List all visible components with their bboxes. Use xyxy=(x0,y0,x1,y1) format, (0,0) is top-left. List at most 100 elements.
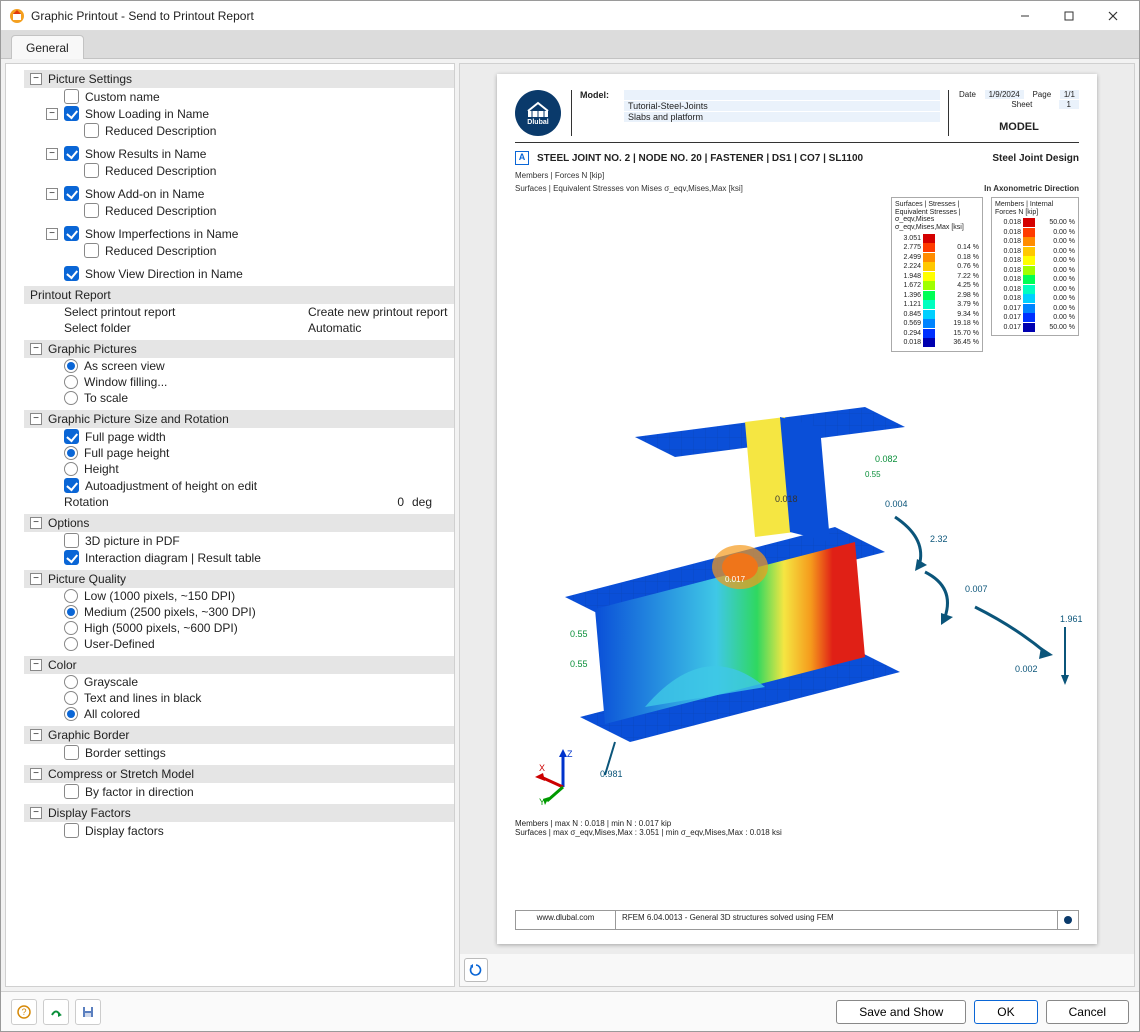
section-picture-settings[interactable]: − Picture Settings xyxy=(24,70,454,88)
section-label: Color xyxy=(48,658,77,672)
rad-high[interactable] xyxy=(64,621,78,635)
collapse-icon[interactable]: − xyxy=(46,228,58,240)
chk-show-results[interactable] xyxy=(64,146,79,161)
title-bar: Graphic Printout - Send to Printout Repo… xyxy=(1,1,1139,31)
chk-full-width[interactable] xyxy=(64,429,79,444)
section-title: A STEEL JOINT NO. 2 | NODE NO. 20 | FAST… xyxy=(515,151,1079,165)
preview-scroll[interactable]: Dlubal Model: Tutorial-Steel-Joints Slab… xyxy=(460,64,1134,954)
collapse-icon[interactable]: − xyxy=(30,729,42,741)
label: Rotation xyxy=(64,495,268,509)
rad-as-screen[interactable] xyxy=(64,359,78,373)
collapse-icon[interactable]: − xyxy=(46,108,58,120)
collapse-icon[interactable]: − xyxy=(30,73,42,85)
label: Reduced Description xyxy=(105,124,216,138)
page-footer: www.dlubal.com RFEM 6.04.0013 - General … xyxy=(515,910,1079,930)
rad-full-height[interactable] xyxy=(64,446,78,460)
label: Full page height xyxy=(84,446,169,460)
collapse-icon[interactable]: − xyxy=(30,413,42,425)
chk-by-factor[interactable] xyxy=(64,784,79,799)
reset-button[interactable] xyxy=(43,999,69,1025)
cancel-button[interactable]: Cancel xyxy=(1046,1000,1129,1024)
chk-reduced-desc-3[interactable] xyxy=(84,203,99,218)
label: Show View Direction in Name xyxy=(85,267,243,281)
rad-medium[interactable] xyxy=(64,605,78,619)
rad-bw[interactable] xyxy=(64,691,78,705)
label: Show Add-on in Name xyxy=(85,187,204,201)
collapse-icon[interactable]: − xyxy=(30,659,42,671)
chk-show-imperf[interactable] xyxy=(64,226,79,241)
section-quality[interactable]: −Picture Quality xyxy=(24,570,454,588)
minimize-button[interactable] xyxy=(1003,2,1047,30)
collapse-icon[interactable]: − xyxy=(30,517,42,529)
section-border[interactable]: −Graphic Border xyxy=(24,726,454,744)
rad-allcolor[interactable] xyxy=(64,707,78,721)
label: Border settings xyxy=(85,746,166,760)
row-select-report[interactable]: Select printout reportCreate new printou… xyxy=(64,304,454,320)
label: Window filling... xyxy=(84,375,167,389)
refresh-button[interactable] xyxy=(464,958,488,982)
collapse-icon[interactable]: − xyxy=(30,573,42,585)
chk-reduced-desc-2[interactable] xyxy=(84,163,99,178)
chk-interaction[interactable] xyxy=(64,550,79,565)
section-printout-report[interactable]: Printout Report xyxy=(24,286,454,304)
chk-display-factors[interactable] xyxy=(64,823,79,838)
label: Medium (2500 pixels, ~300 DPI) xyxy=(84,605,256,619)
chk-autoadjust[interactable] xyxy=(64,478,79,493)
section-display-factors[interactable]: −Display Factors xyxy=(24,804,454,822)
value: 1 xyxy=(1059,100,1079,109)
value: 1/9/2024 xyxy=(985,90,1024,99)
collapse-icon[interactable]: − xyxy=(30,768,42,780)
tab-general[interactable]: General xyxy=(11,35,84,59)
chk-show-addon[interactable] xyxy=(64,186,79,201)
section-letter: A xyxy=(515,151,529,165)
rad-user[interactable] xyxy=(64,637,78,651)
section-options[interactable]: −Options xyxy=(24,514,454,532)
rad-window-filling[interactable] xyxy=(64,375,78,389)
ok-button[interactable]: OK xyxy=(974,1000,1037,1024)
label: User-Defined xyxy=(84,637,155,651)
preview-toolbar xyxy=(460,954,1134,986)
label: Page xyxy=(1032,90,1051,99)
value xyxy=(624,90,940,100)
collapse-icon[interactable]: − xyxy=(46,148,58,160)
rad-height[interactable] xyxy=(64,462,78,476)
legend-title: Surfaces | Stresses | Equivalent Stresse… xyxy=(895,201,979,232)
collapse-icon[interactable]: − xyxy=(30,343,42,355)
chk-3d-pdf[interactable] xyxy=(64,533,79,548)
chk-custom-name[interactable] xyxy=(64,89,79,104)
section-size-rotation[interactable]: −Graphic Picture Size and Rotation xyxy=(24,410,454,428)
label: Show Imperfections in Name xyxy=(85,227,238,241)
axis-gizmo: Z X Y xyxy=(533,747,593,807)
svg-text:0.55: 0.55 xyxy=(570,659,588,669)
maximize-button[interactable] xyxy=(1047,2,1091,30)
row-select-folder[interactable]: Select folderAutomatic xyxy=(64,320,454,336)
rad-low[interactable] xyxy=(64,589,78,603)
section-heading: STEEL JOINT NO. 2 | NODE NO. 20 | FASTEN… xyxy=(537,153,992,164)
section-compress[interactable]: −Compress or Stretch Model xyxy=(24,765,454,783)
label: Interaction diagram | Result table xyxy=(85,551,261,565)
rad-to-scale[interactable] xyxy=(64,391,78,405)
chk-reduced-desc-1[interactable] xyxy=(84,123,99,138)
section-label: Compress or Stretch Model xyxy=(48,767,194,781)
legend-stress: Surfaces | Stresses | Equivalent Stresse… xyxy=(891,197,983,352)
rotation-value[interactable]: 0 xyxy=(268,495,408,509)
collapse-icon[interactable]: − xyxy=(46,188,58,200)
settings-pane[interactable]: − Picture Settings Custom name −Show Loa… xyxy=(5,63,455,987)
close-button[interactable] xyxy=(1091,2,1135,30)
label: Full page width xyxy=(85,430,166,444)
rad-gray[interactable] xyxy=(64,675,78,689)
save-default-button[interactable] xyxy=(75,999,101,1025)
section-label: Graphic Picture Size and Rotation xyxy=(48,412,229,426)
svg-text:0.55: 0.55 xyxy=(570,629,588,639)
svg-text:X: X xyxy=(539,763,545,773)
section-label: Picture Quality xyxy=(48,572,126,586)
chk-border-settings[interactable] xyxy=(64,745,79,760)
collapse-icon[interactable]: − xyxy=(30,807,42,819)
help-button[interactable]: ? xyxy=(11,999,37,1025)
chk-show-viewdir[interactable] xyxy=(64,266,79,281)
save-and-show-button[interactable]: Save and Show xyxy=(836,1000,966,1024)
chk-show-loading[interactable] xyxy=(64,106,79,121)
chk-reduced-desc-4[interactable] xyxy=(84,243,99,258)
section-color[interactable]: −Color xyxy=(24,656,454,674)
section-graphic-pictures[interactable]: −Graphic Pictures xyxy=(24,340,454,358)
